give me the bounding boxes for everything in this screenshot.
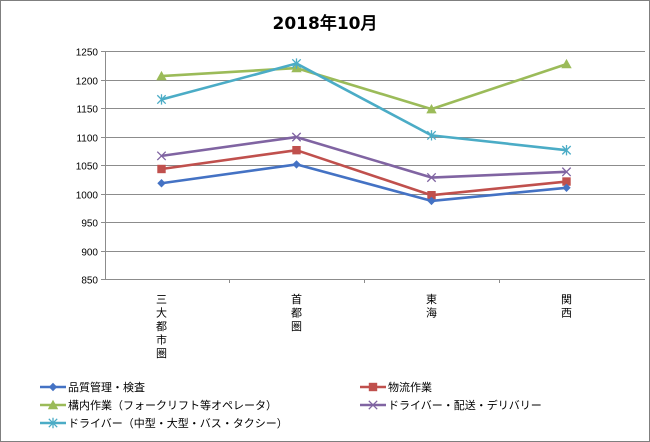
series-line: [161, 62, 567, 111]
marker-square: [562, 177, 571, 186]
marker-x: [368, 400, 378, 410]
x-tick-label: 東海: [426, 293, 437, 320]
series-0: [157, 160, 571, 206]
series-line: [161, 163, 567, 203]
series-line: [161, 148, 567, 197]
x-tick-label-text: 首都圏: [291, 292, 302, 333]
x-tick-label-text: 東海: [426, 293, 437, 320]
legend-label: 物流作業: [388, 380, 432, 394]
marker-square: [157, 164, 166, 174]
y-tick-label: 1200: [76, 77, 99, 88]
x-tick-label-text: 関西: [561, 293, 572, 320]
x-tick-char: 都: [291, 307, 302, 320]
legend-item: 品質管理・検査: [40, 380, 145, 394]
x-tick-char: 圏: [156, 347, 167, 360]
legend-item: ドライバー・配送・デリバリー: [360, 398, 542, 412]
x-tick-label-text: 三大都市圏: [156, 293, 167, 360]
y-tick-label: 1050: [76, 162, 99, 173]
y-tick-label: 850: [81, 276, 98, 287]
series-3: [156, 132, 572, 183]
series-2: [156, 58, 572, 114]
y-tick-label: 950: [81, 219, 98, 230]
x-tick-char: 三: [156, 293, 167, 306]
legend-label: ドライバー・配送・デリバリー: [388, 398, 542, 412]
legend-label: 構内作業（フォークリフト等オペレータ）: [68, 398, 277, 412]
marker-diamond: [48, 382, 58, 392]
x-tick-char: 西: [561, 307, 572, 320]
legend-item: ドライバー（中型・大型・バス・タクシー）: [40, 416, 288, 430]
marker-star: [156, 94, 167, 105]
y-tick-label: 1150: [76, 105, 98, 116]
chart-title: 2018年10月: [272, 14, 378, 34]
x-tick-char: 関: [561, 293, 572, 306]
marker-diamond: [427, 196, 436, 206]
series-line: [161, 135, 567, 179]
y-tick-label: 1100: [76, 134, 98, 145]
x-tick-char: 海: [426, 306, 437, 320]
y-tick-label: 1000: [76, 191, 99, 202]
marker-star: [561, 144, 572, 156]
series-4: [156, 58, 572, 156]
series-group: [156, 58, 572, 206]
marker-star: [426, 130, 437, 141]
legend-item: 物流作業: [360, 380, 432, 394]
x-tick-label: 関西: [561, 293, 572, 320]
x-tick-label: 三大都市圏: [156, 293, 167, 360]
marker-triangle: [156, 70, 167, 81]
marker-diamond: [562, 183, 571, 192]
x-tick-char: 首: [291, 292, 302, 306]
legend-label: 品質管理・検査: [68, 380, 145, 394]
x-tick-char: 大: [156, 306, 167, 320]
x-tick-char: 東: [426, 293, 437, 306]
y-axis-ticks: 850 900 950 1000 1050 1100 1150 1200 1250: [76, 48, 106, 287]
marker-x: [291, 132, 302, 142]
x-tick-char: 圏: [291, 320, 302, 333]
marker-square: [427, 191, 436, 200]
marker-diamond: [157, 179, 166, 188]
series-line: [161, 62, 567, 152]
series-1: [157, 145, 571, 200]
marker-diamond: [292, 160, 301, 169]
marker-x: [561, 167, 572, 177]
x-tick-char: 市: [156, 333, 167, 347]
x-tick-label: 首都圏: [291, 292, 302, 333]
marker-square: [292, 145, 301, 155]
marker-triangle: [561, 58, 572, 69]
marker-x: [426, 172, 437, 183]
x-tick-char: 都: [156, 320, 167, 333]
legend-label: ドライバー（中型・大型・バス・タクシー）: [68, 416, 288, 430]
marker-star: [48, 417, 58, 429]
marker-triangle: [47, 399, 59, 410]
y-tick-label: 1250: [76, 48, 99, 59]
y-tick-label: 900: [81, 248, 98, 259]
marker-triangle: [426, 103, 437, 114]
legend-item: 構内作業（フォークリフト等オペレータ）: [40, 398, 277, 412]
marker-star: [291, 58, 302, 69]
marker-square: [368, 382, 378, 392]
marker-x: [156, 151, 167, 161]
